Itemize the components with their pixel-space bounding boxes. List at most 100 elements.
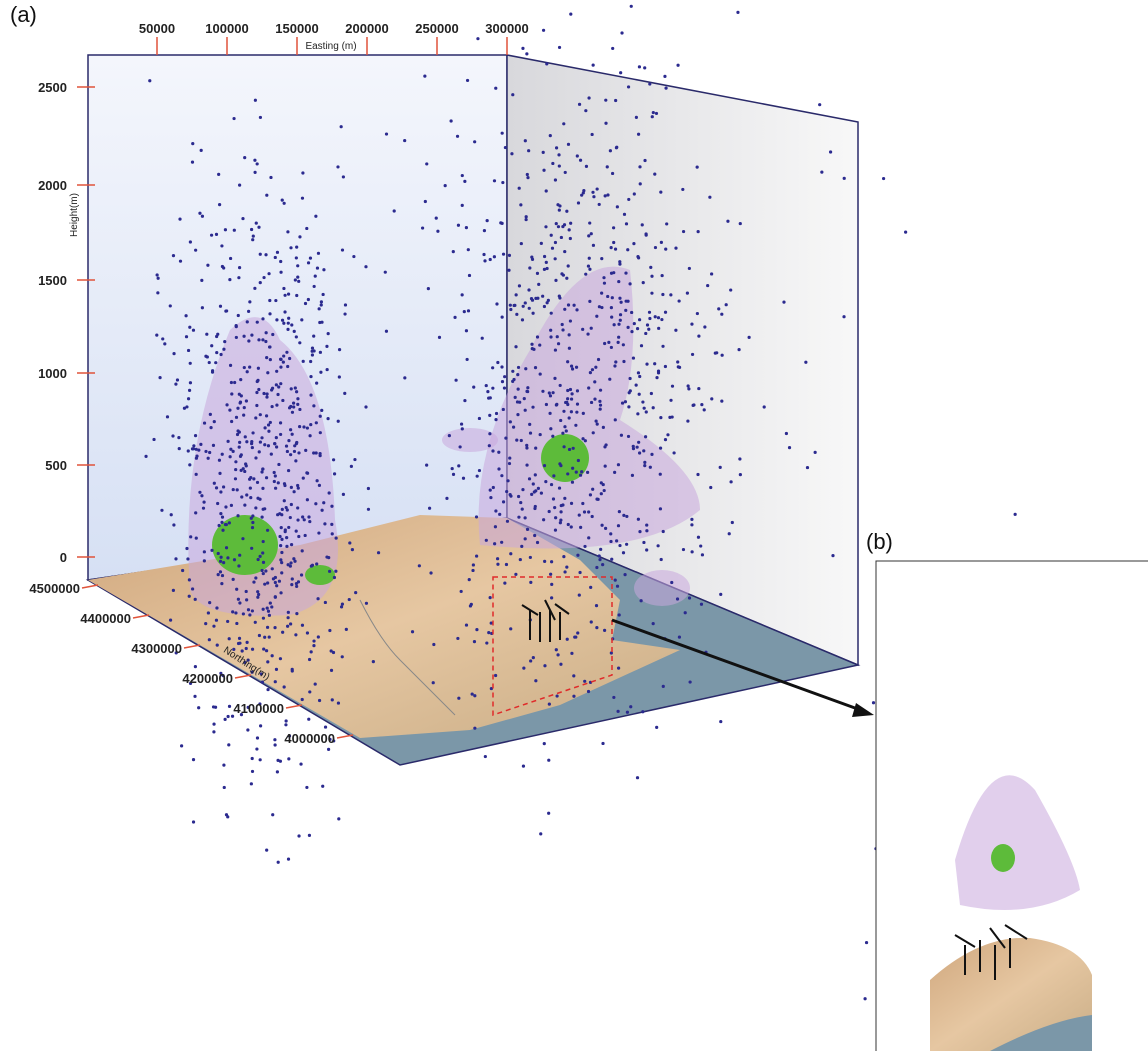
particle — [449, 119, 453, 123]
particle — [219, 671, 223, 675]
particle — [255, 480, 260, 485]
particle — [522, 666, 526, 670]
particle — [623, 573, 627, 577]
particle — [553, 240, 558, 245]
particle — [263, 582, 267, 586]
particle — [557, 294, 561, 298]
particle — [554, 222, 558, 226]
particle — [643, 464, 647, 468]
tick-mark — [285, 704, 303, 709]
particle — [502, 386, 507, 390]
particle — [813, 450, 817, 454]
particle — [643, 435, 648, 439]
particle — [270, 567, 274, 571]
particle — [224, 546, 229, 550]
particle — [290, 410, 295, 414]
particle — [591, 487, 595, 491]
particle — [608, 377, 612, 381]
particle — [257, 450, 261, 454]
particle — [274, 383, 278, 387]
particle — [787, 446, 792, 450]
particle — [308, 690, 312, 694]
particle — [638, 182, 642, 186]
particle — [720, 353, 724, 357]
particle — [643, 158, 647, 163]
particle — [296, 264, 300, 268]
particle — [659, 190, 663, 194]
particle — [303, 301, 308, 306]
particle — [250, 647, 255, 651]
particle — [637, 392, 641, 396]
particle — [280, 318, 285, 322]
particle — [574, 423, 578, 427]
particle — [194, 536, 198, 540]
particle — [534, 679, 538, 683]
particle — [255, 320, 259, 324]
particle — [457, 696, 461, 700]
particle — [174, 557, 178, 561]
particle — [274, 298, 278, 303]
particle — [508, 456, 512, 460]
particle — [619, 433, 624, 437]
particle — [258, 252, 262, 256]
particle — [511, 369, 515, 373]
particle — [566, 472, 570, 476]
particle — [410, 630, 415, 634]
particle — [275, 318, 279, 322]
particle — [604, 98, 608, 102]
particle — [204, 622, 208, 626]
particle — [163, 342, 167, 346]
particle — [284, 505, 288, 510]
particle — [528, 266, 532, 270]
particle — [322, 268, 326, 272]
particle — [603, 341, 607, 346]
particle — [284, 719, 288, 723]
particle — [312, 404, 316, 408]
particle — [257, 592, 261, 597]
particle — [618, 262, 622, 266]
particle — [248, 365, 252, 369]
particle — [542, 518, 546, 522]
particle — [206, 456, 210, 460]
particle — [1013, 512, 1017, 516]
particle — [645, 548, 649, 552]
particle — [217, 458, 222, 462]
particle — [683, 611, 687, 615]
particle — [528, 431, 533, 435]
particle — [504, 562, 509, 567]
particle — [286, 292, 291, 296]
particle — [480, 336, 484, 340]
particle — [226, 556, 230, 560]
particle — [626, 325, 630, 330]
particle — [235, 488, 239, 492]
particle — [227, 521, 231, 525]
particle — [243, 435, 247, 439]
particle — [738, 457, 742, 461]
particle — [690, 517, 694, 522]
particle — [254, 506, 258, 510]
particle — [586, 264, 591, 268]
particle — [569, 410, 573, 414]
particle — [587, 510, 591, 514]
particle — [561, 328, 565, 332]
particle — [384, 329, 389, 333]
particle — [616, 463, 621, 467]
particle — [195, 454, 199, 458]
particle — [587, 96, 591, 100]
particle — [450, 466, 454, 471]
particle — [249, 782, 253, 786]
particle — [630, 330, 634, 334]
particle — [242, 406, 246, 410]
particle — [300, 623, 305, 627]
particle — [466, 309, 471, 313]
particle — [322, 501, 326, 505]
particle — [392, 209, 396, 213]
particle — [516, 365, 521, 370]
particle — [529, 659, 533, 663]
particle — [661, 529, 665, 534]
particle — [288, 515, 292, 520]
particle — [514, 572, 518, 576]
particle — [255, 747, 259, 751]
particle — [685, 291, 690, 295]
particle — [279, 365, 283, 369]
